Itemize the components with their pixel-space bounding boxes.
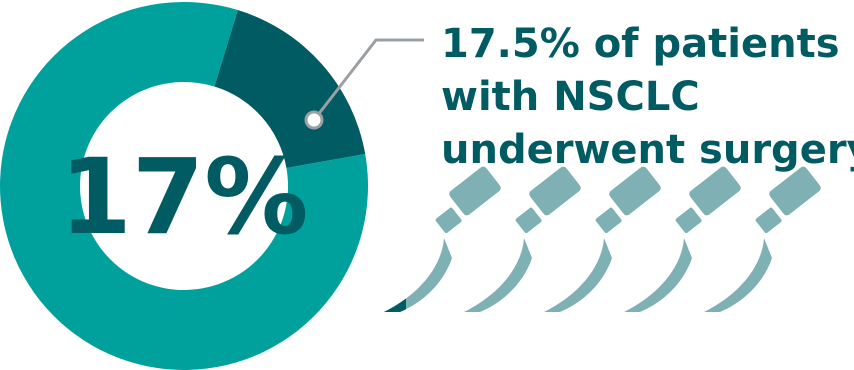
donut-center-label: 17%	[60, 136, 309, 258]
caption-line-2: with NSCLC	[441, 74, 700, 120]
caption-line-1: 17.5% of patients	[441, 21, 840, 67]
leader-line	[304, 38, 424, 130]
donut-chart	[0, 2, 368, 370]
scalpel-icon	[384, 165, 503, 312]
caption-line-3: underwent surgery	[441, 127, 854, 173]
leader-dot	[304, 110, 324, 130]
donut-slice-other	[0, 2, 368, 370]
scalpel-icon-row	[384, 165, 823, 312]
caption: 17.5% of patients with NSCLC underwent s…	[441, 18, 854, 177]
donut-slice-surgery	[214, 10, 366, 168]
